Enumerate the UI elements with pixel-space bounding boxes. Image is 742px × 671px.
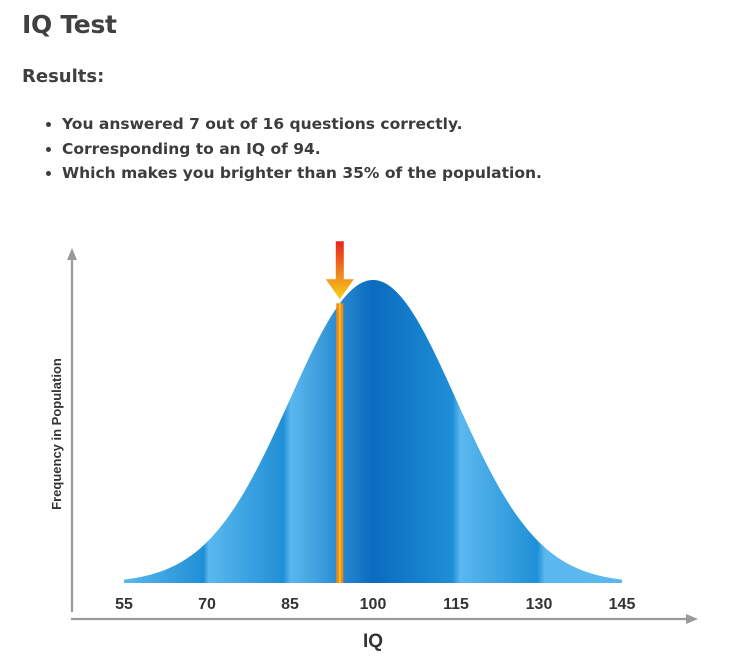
x-tick-label: 55 — [115, 596, 133, 613]
results-list: You answered 7 out of 16 questions corre… — [40, 112, 542, 186]
y-axis-arrowhead — [67, 248, 77, 260]
results-heading: Results: — [22, 66, 105, 87]
x-tick-label: 130 — [526, 596, 553, 613]
x-axis-arrowhead — [686, 614, 698, 624]
x-axis-label: IQ — [363, 631, 383, 652]
x-tick-label: 100 — [360, 596, 387, 613]
x-tick-label: 85 — [281, 596, 299, 613]
list-item: Which makes you brighter than 35% of the… — [62, 161, 542, 186]
list-item: You answered 7 out of 16 questions corre… — [62, 112, 542, 137]
x-tick-labels: 55 70 85 100 115 130 145 — [115, 596, 635, 613]
x-tick-label: 115 — [443, 596, 469, 613]
x-tick-label: 145 — [609, 596, 636, 613]
iq-distribution-chart: 55 70 85 100 115 130 145 IQ Frequency in Popul… — [49, 241, 698, 652]
page-title: IQ Test — [22, 10, 117, 39]
x-tick-label: 70 — [198, 596, 216, 613]
list-item: Corresponding to an IQ of 94. — [62, 137, 542, 162]
y-axis-label: Frequency in Population — [49, 358, 64, 510]
iq-marker — [325, 241, 354, 583]
distribution-curve — [124, 280, 622, 583]
iq-marker-line-core — [338, 303, 341, 583]
down-arrow-icon — [325, 241, 354, 300]
